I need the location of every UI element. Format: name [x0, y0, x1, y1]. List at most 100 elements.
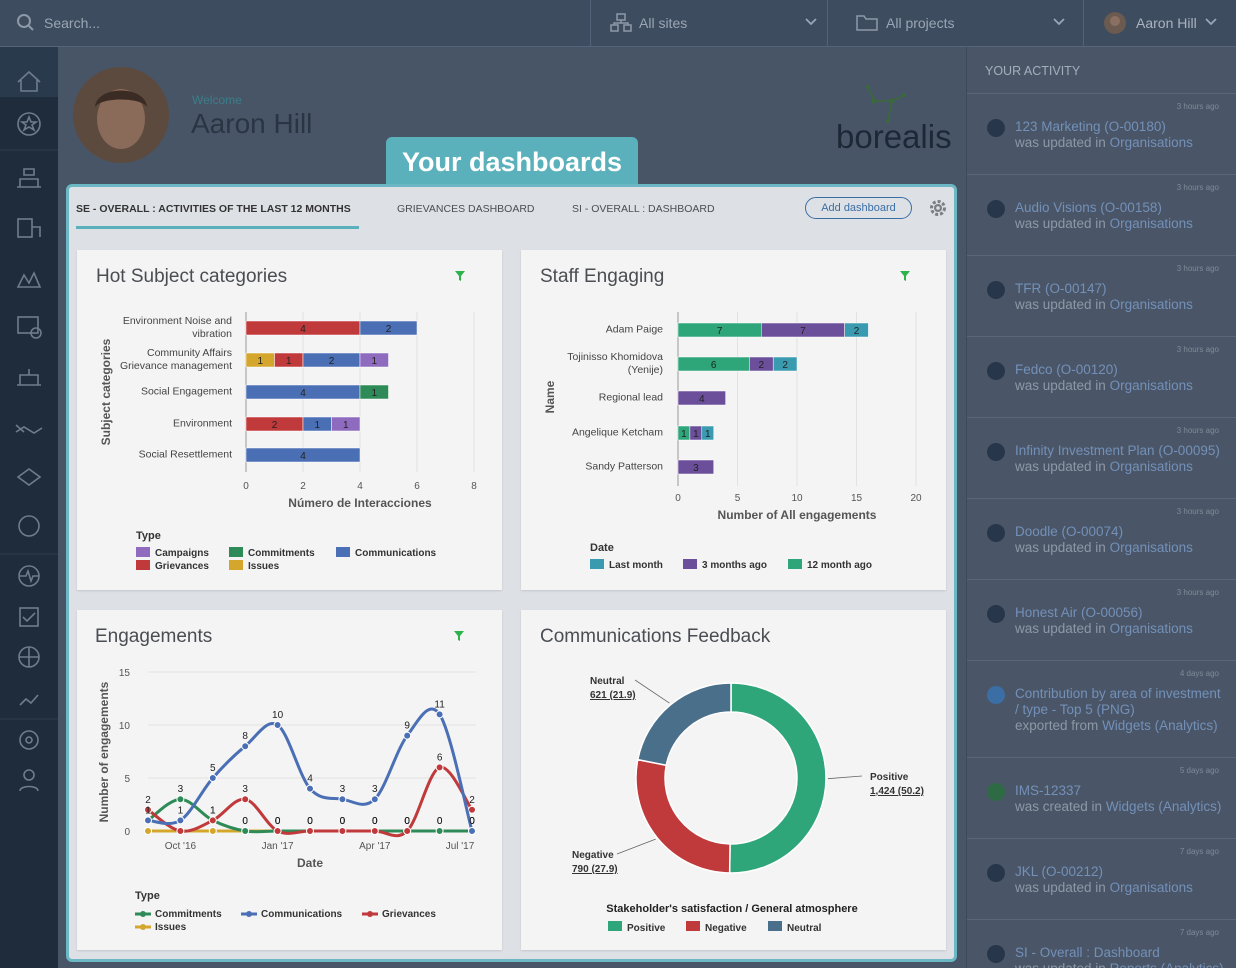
- activity-title[interactable]: TFR (O-00147) was updated in Organisation…: [1015, 281, 1225, 313]
- tab[interactable]: GRIEVANCES DASHBOARD: [397, 203, 535, 215]
- activity-target[interactable]: Organisations: [1109, 378, 1193, 393]
- activity-item[interactable]: 3 hours ago Honest Air (O-00056) was updat…: [967, 579, 1236, 660]
- activity-icon: [987, 783, 1005, 801]
- activity-time: 3 hours ago: [1176, 102, 1219, 111]
- activity-item[interactable]: 5 days ago IMS-12337 was created in Widget…: [967, 757, 1236, 838]
- data-label: 0: [307, 816, 313, 827]
- x-tick-label: 0: [243, 481, 249, 492]
- activity-item[interactable]: 3 hours ago 123 Marketing (O-00180) was up…: [967, 93, 1236, 174]
- activity-target[interactable]: Organisations: [1109, 216, 1193, 231]
- point: [176, 827, 185, 835]
- activity-item[interactable]: 3 hours ago Fedco (O-00120) was updated in…: [967, 336, 1236, 417]
- activity-target[interactable]: Organisations: [1109, 459, 1193, 474]
- activity-time: 4 days ago: [1179, 669, 1219, 678]
- data-label: 0: [372, 816, 378, 827]
- activity-title[interactable]: 123 Marketing (O-00180) was updated in Or…: [1015, 119, 1225, 151]
- activity-title[interactable]: Doodle (O-00074) was updated in Organisat…: [1015, 524, 1225, 556]
- legend-label: Communications: [261, 909, 343, 920]
- data-label: 3: [178, 784, 184, 795]
- sites-dropdown[interactable]: All sites: [639, 15, 688, 31]
- activity-title[interactable]: SI - Overall : Dashboardwas updated in R…: [1015, 945, 1225, 968]
- activity-line: was created in Widgets (Analytics): [1015, 799, 1225, 815]
- activity-title[interactable]: JKL (O-00212) was updated in Organisation…: [1015, 864, 1225, 896]
- data-label: 1: [705, 429, 711, 440]
- legend-marker: [246, 911, 252, 917]
- bar-segment: [772, 356, 798, 372]
- activity-line: was updated in Organisations: [1015, 135, 1225, 151]
- data-label: 1: [210, 805, 216, 816]
- data-label: 0: [275, 816, 281, 827]
- activity-title[interactable]: Audio Visions (O-00158) was updated in Or…: [1015, 200, 1225, 232]
- activity-target[interactable]: Organisations: [1109, 540, 1193, 555]
- legend-title: Type: [136, 530, 161, 542]
- data-label: 2: [386, 324, 392, 335]
- activity-line: was updated in Organisations: [1015, 880, 1225, 896]
- activity-title: YOUR ACTIVITY: [985, 64, 1081, 78]
- activity-item[interactable]: 3 hours ago Doodle (O-00074) was updated i…: [967, 498, 1236, 579]
- activity-item[interactable]: 3 hours ago Audio Visions (O-00158) was up…: [967, 174, 1236, 255]
- activity-action: exported from: [1015, 718, 1099, 733]
- tab[interactable]: SE - OVERALL : ACTIVITIES OF THE LAST 12…: [76, 203, 351, 215]
- data-label: 2: [329, 356, 335, 367]
- activity-target[interactable]: Organisations: [1109, 621, 1193, 636]
- legend-swatch: [136, 560, 150, 570]
- activity-target[interactable]: Organisations: [1109, 135, 1193, 150]
- legend-title: Type: [135, 890, 160, 902]
- activity-item[interactable]: 7 days ago JKL (O-00212) was updated in Or…: [967, 838, 1236, 919]
- search-input[interactable]: Search...: [44, 15, 101, 31]
- point: [338, 795, 347, 804]
- legend-label: Communications: [355, 548, 437, 559]
- data-label: 0: [340, 816, 346, 827]
- activity-title[interactable]: Infinity Investment Plan (O-00095) was up…: [1015, 443, 1225, 475]
- point: [241, 742, 250, 751]
- x-tick-label: Apr '17: [359, 841, 391, 852]
- x-tick-label: 8: [471, 481, 477, 492]
- activity-item[interactable]: 3 hours ago TFR (O-00147) was updated in O…: [967, 255, 1236, 336]
- tab[interactable]: SI - OVERALL : DASHBOARD: [572, 203, 715, 215]
- chevron: [1053, 18, 1065, 26]
- category-label: Tojinisso Khomidova (Yenije): [567, 351, 663, 376]
- activity-line: was updated in Organisations: [1015, 378, 1225, 394]
- x-axis-title: Number of All engagements: [718, 508, 877, 522]
- data-label: 0: [469, 816, 475, 827]
- activity-item[interactable]: 7 days ago SI - Overall : Dashboardwas up…: [967, 919, 1236, 968]
- chart-subtitle: Stakeholder's satisfaction / General atm…: [606, 903, 857, 915]
- activity-line: was updated in Organisations: [1015, 621, 1225, 637]
- data-label: 0: [404, 816, 410, 827]
- profile-photo: [73, 67, 169, 163]
- activity-target[interactable]: Widgets (Analytics): [1102, 718, 1218, 733]
- activity-title[interactable]: Honest Air (O-00056) was updated in Organ…: [1015, 605, 1225, 637]
- legend-label: Grievances: [155, 561, 209, 572]
- user-menu[interactable]: Aaron Hill: [1136, 15, 1197, 31]
- add-dashboard-button[interactable]: Add dashboard: [805, 197, 912, 219]
- activity-title[interactable]: Contribution by area of investment / typ…: [1015, 686, 1225, 734]
- data-label: 5: [210, 763, 216, 774]
- category-label: Social Resettlement: [138, 448, 232, 461]
- activity-item[interactable]: 3 hours ago Infinity Investment Plan (O-0…: [967, 417, 1236, 498]
- activity-target[interactable]: Reports (Analytics): [1110, 961, 1224, 968]
- data-label: 0: [340, 816, 346, 827]
- card: [521, 250, 946, 590]
- settings-icon[interactable]: [929, 199, 947, 217]
- separator: [827, 0, 828, 47]
- activity-target[interactable]: Widgets (Analytics): [1105, 799, 1222, 814]
- activity-action: was updated in: [1015, 135, 1106, 150]
- activity-target[interactable]: Organisations: [1109, 297, 1193, 312]
- category-label: Sandy Patterson: [585, 460, 663, 473]
- legend-label: Issues: [248, 561, 280, 572]
- x-tick-label: Oct '16: [165, 841, 197, 852]
- data-label: 3: [693, 463, 699, 474]
- legend-swatch: [683, 559, 697, 569]
- activity-item[interactable]: 4 days ago Contribution by area of invest…: [967, 660, 1236, 757]
- card: [521, 610, 946, 950]
- card-title: Engagements: [95, 626, 213, 647]
- point: [435, 763, 444, 772]
- activity-title[interactable]: IMS-12337 was created in Widgets (Analyti…: [1015, 783, 1225, 815]
- header: Search... All sites All projects Aaron H…: [0, 0, 1236, 47]
- activity-target[interactable]: Organisations: [1109, 880, 1193, 895]
- data-label: 6: [711, 360, 717, 371]
- activity-title[interactable]: Fedco (O-00120) was updated in Organisati…: [1015, 362, 1225, 394]
- projects-dropdown[interactable]: All projects: [886, 15, 955, 31]
- chevron: [805, 18, 817, 26]
